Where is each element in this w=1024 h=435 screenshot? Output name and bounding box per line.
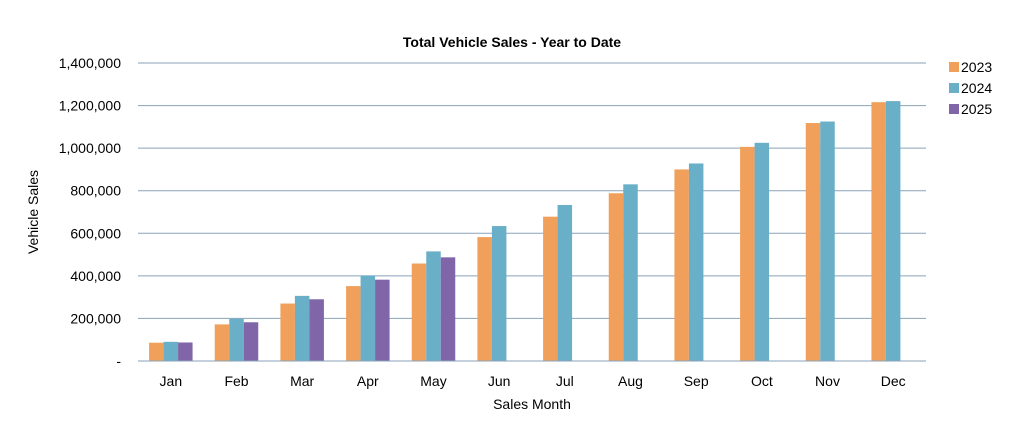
bar-2023-may [411,263,427,361]
x-tick-label: Jan [160,373,183,389]
bar-2024-feb [229,318,244,361]
bar-2024-mar [294,295,310,361]
x-tick-label: Dec [881,373,906,389]
x-axis-title: Sales Month [493,396,571,412]
y-axis-title: Vehicle Sales [25,170,41,254]
bar-2025-jan [178,342,193,361]
x-tick-label: Apr [357,373,379,389]
x-tick-label: Nov [815,373,840,389]
bar-2025-may [440,257,456,361]
y-tick-label: 800,000 [70,183,121,199]
x-tick-label: Mar [290,373,314,389]
gridlines [138,62,926,319]
y-axis-ticks: - 200,000 400,000 600,000 800,000 1,000,000 1,… [59,55,122,369]
y-tick-label: 200,000 [70,310,121,326]
x-tick-label: Feb [224,373,248,389]
legend-label-2025: 2025 [961,101,992,117]
bar-2024-sep [688,163,704,361]
x-tick-label: Oct [751,373,773,389]
x-tick-label: Jul [556,373,574,389]
y-tick-label: - [116,353,121,369]
bar-2024-may [426,251,441,361]
bar-2025-mar [309,299,324,361]
bar-2023-jul [543,216,558,361]
bar-2023-feb [214,324,230,361]
bar-2023-jan [149,342,164,361]
bar-2023-nov [805,123,821,361]
bar-2023-jun [477,237,492,361]
legend: 2023 2024 2025 [949,59,992,117]
bar-2024-jun [491,226,507,361]
legend-label-2023: 2023 [961,59,992,75]
bars [149,101,901,362]
legend-swatch-2024 [949,83,959,93]
legend-swatch-2023 [949,62,959,72]
y-tick-label: 600,000 [70,225,121,241]
bar-2024-oct [754,142,770,361]
bar-2025-feb [243,322,259,361]
bar-2024-apr [360,275,376,361]
bar-2023-apr [346,286,361,361]
y-tick-label: 1,000,000 [59,140,121,156]
x-axis-ticks: Jan Feb Mar Apr May Jun Jul Aug Sep Oct Nov Dec [160,373,906,389]
bar-2023-mar [280,303,295,361]
chart-title: Total Vehicle Sales - Year to Date [403,34,621,50]
x-tick-label: Sep [684,373,709,389]
bar-2024-jul [557,204,573,361]
y-tick-label: 1,400,000 [59,55,121,71]
legend-label-2024: 2024 [961,80,992,96]
bar-2025-apr [375,279,390,361]
x-tick-label: May [420,373,446,389]
legend-swatch-2025 [949,104,959,114]
x-tick-label: Aug [618,373,643,389]
bar-2024-dec [885,101,901,361]
bar-2024-jan [163,341,179,361]
bar-2023-oct [740,146,755,361]
y-tick-label: 400,000 [70,268,121,284]
bar-2023-aug [608,193,624,361]
y-tick-label: 1,200,000 [59,98,121,114]
bar-2024-nov [820,121,835,362]
bar-2023-sep [674,169,689,361]
x-tick-label: Jun [488,373,511,389]
bar-2024-aug [623,184,638,361]
bar-2023-dec [871,102,886,361]
